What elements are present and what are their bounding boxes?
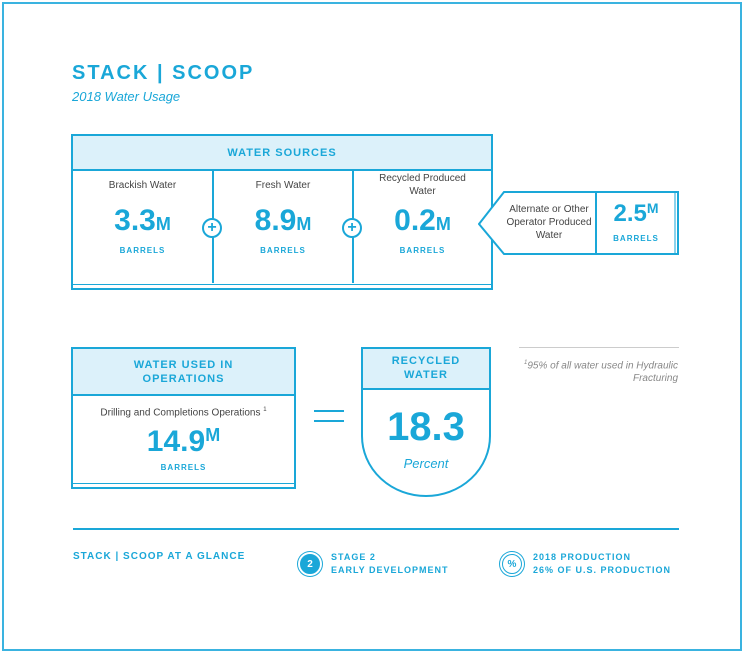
- recycled-water-header: RECYCLED WATER: [391, 355, 461, 381]
- source-value: 3.3M: [114, 204, 171, 237]
- footnote-divider: [519, 347, 679, 348]
- production-line1: 2018 PRODUCTION: [533, 552, 632, 562]
- stage-info: STAGE 2 EARLY DEVELOPMENT: [331, 551, 449, 577]
- source-label: Recycled Produced Water: [379, 173, 466, 197]
- production-info: 2018 PRODUCTION 26% OF U.S. PRODUCTION: [533, 551, 671, 577]
- recycled-water-value: 18.3: [387, 405, 465, 449]
- water-used-panel: WATER USED IN OPERATIONS Drilling and Co…: [71, 347, 296, 489]
- equals-icon: [314, 408, 344, 424]
- footnote: 195% of all water used in Hydraulic Frac…: [524, 360, 678, 385]
- alternate-source-tag: [478, 191, 679, 255]
- panel-underline: [73, 284, 491, 285]
- recycled-water-unit: Percent: [403, 456, 449, 471]
- stage-line2: EARLY DEVELOPMENT: [331, 565, 449, 575]
- source-recycled: Recycled Produced Water 0.2M BARRELS: [354, 171, 491, 281]
- source-brackish: Brackish Water 3.3M BARRELS: [73, 171, 212, 281]
- production-line2: 26% OF U.S. PRODUCTION: [533, 565, 672, 575]
- percent-badge-icon: %: [502, 554, 522, 574]
- source-fresh: Fresh Water 8.9M BARRELS: [214, 171, 352, 281]
- plus-icon: +: [342, 218, 362, 238]
- alternate-source-label: Alternate or Other Operator Produced Wat…: [506, 204, 592, 241]
- water-used-value: 14.9M: [146, 425, 221, 458]
- alternate-source-unit: BARRELS: [613, 234, 659, 243]
- water-sources-panel: WATER SOURCES Brackish Water 3.3M BARREL…: [71, 134, 493, 290]
- water-sources-header: WATER SOURCES: [73, 136, 491, 171]
- source-value: 0.2M: [394, 204, 451, 237]
- source-value: 8.9M: [254, 204, 312, 237]
- source-unit: BARRELS: [260, 246, 306, 255]
- source-unit: BARRELS: [119, 246, 166, 255]
- page-subtitle: 2018 Water Usage: [72, 89, 181, 104]
- water-used-label: Drilling and Completions Operations 1: [100, 407, 267, 419]
- panel-underline: [73, 483, 294, 484]
- water-used-unit: BARRELS: [160, 463, 207, 472]
- recycled-water-badge: [361, 347, 491, 497]
- source-unit: BARRELS: [399, 246, 446, 255]
- glance-title: STACK | SCOOP AT A GLANCE: [73, 551, 246, 562]
- glance-divider: [73, 528, 679, 530]
- source-label: Brackish Water: [108, 179, 177, 191]
- stage-line1: STAGE 2: [331, 552, 376, 562]
- plus-icon: +: [202, 218, 222, 238]
- water-used-header: WATER USED IN OPERATIONS: [73, 349, 294, 396]
- brand-title: STACK | SCOOP: [72, 62, 255, 84]
- stage-badge-icon: 2: [300, 554, 320, 574]
- alternate-source-value: 2.5M: [613, 200, 659, 227]
- source-label: Fresh Water: [255, 179, 311, 191]
